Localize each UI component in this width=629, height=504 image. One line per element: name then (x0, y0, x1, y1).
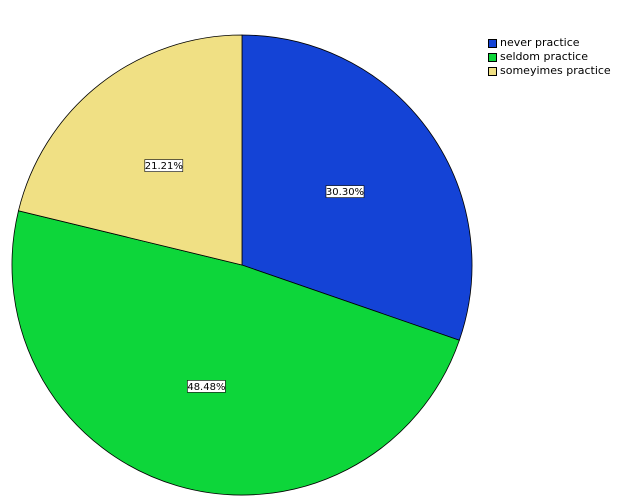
legend-item-never-practice: never practice (488, 36, 611, 50)
slice-labels: 30.30% 48.48% 21.21% (144, 159, 365, 393)
legend-swatch-never-practice (488, 38, 497, 48)
legend-label-someyimes-practice: someyimes practice (500, 64, 611, 77)
slice-label-text: 48.48% (187, 382, 225, 393)
slice-label-box (325, 185, 365, 198)
pie-slices (11, 34, 473, 496)
slice-label-text: 21.21% (145, 161, 183, 172)
slice-label-someyimes-practice: 21.21% (144, 159, 184, 172)
legend-swatch-seldom-practice (488, 52, 497, 62)
slice-label-box (187, 380, 226, 393)
legend-label-seldom-practice: seldom practice (500, 50, 588, 63)
legend-item-someyimes-practice: someyimes practice (488, 64, 611, 78)
legend-label-never-practice: never practice (500, 36, 580, 49)
legend-item-seldom-practice: seldom practice (488, 50, 611, 64)
legend-swatch-someyimes-practice (488, 66, 497, 76)
slice-label-box (144, 159, 184, 172)
slice-label-seldom-practice: 48.48% (187, 380, 226, 393)
pie-slice-someyimes-practice (17, 34, 243, 266)
pie-slice-seldom-practice (11, 210, 460, 496)
slice-label-text: 30.30% (326, 187, 364, 198)
slice-label-never-practice: 30.30% (325, 185, 365, 198)
legend: never practice seldom practice someyimes… (488, 36, 611, 78)
